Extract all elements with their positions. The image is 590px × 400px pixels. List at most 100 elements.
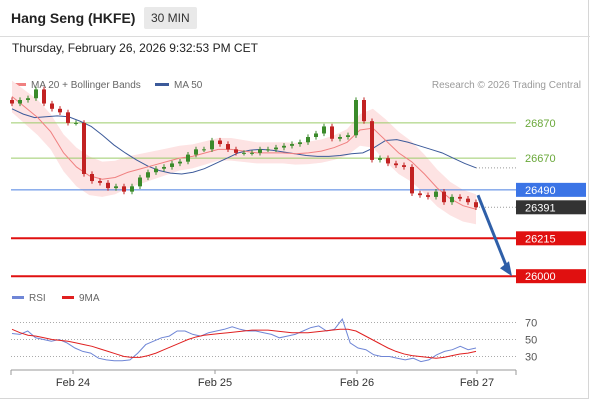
candle-body xyxy=(226,144,230,150)
candle xyxy=(442,188,446,205)
level-tag-bg xyxy=(516,231,586,246)
last-price-label: 26391 xyxy=(525,202,556,214)
level-label-26870: 26870 xyxy=(525,118,556,130)
symbol-title: Hang Seng (HKFE) xyxy=(11,10,136,26)
rsi-line xyxy=(11,318,477,363)
candle-body xyxy=(90,174,94,182)
candle xyxy=(394,160,398,168)
candle xyxy=(202,146,206,152)
legend-rsi: RSI xyxy=(12,293,46,304)
candle-body xyxy=(346,135,350,137)
candle-body xyxy=(410,166,414,194)
candle xyxy=(154,166,158,175)
candle xyxy=(434,188,438,200)
candle-body xyxy=(338,137,342,139)
candle-body xyxy=(186,154,190,162)
candle xyxy=(322,123,326,137)
candle-body xyxy=(106,182,110,189)
candle-body xyxy=(434,191,438,197)
datetime-label: Thursday, February 26, 2026 9:32:53 PM C… xyxy=(12,41,258,55)
candle-body xyxy=(210,140,214,150)
candle-body xyxy=(130,186,134,192)
rsi-tick-label: 70 xyxy=(525,318,537,330)
candle-body xyxy=(66,112,70,123)
candle-body xyxy=(178,161,182,164)
candle xyxy=(346,132,350,140)
candle-body xyxy=(394,163,398,166)
candle xyxy=(474,199,478,210)
candle xyxy=(378,155,382,163)
candle-body xyxy=(154,168,158,173)
candle-body xyxy=(10,100,14,104)
header-divider xyxy=(0,36,590,37)
candle xyxy=(74,120,78,126)
candle-body xyxy=(170,163,174,167)
candle-body xyxy=(258,149,262,153)
candle xyxy=(50,100,54,112)
candle xyxy=(98,178,102,186)
candle-body xyxy=(298,142,302,145)
candle xyxy=(82,120,86,177)
level-lines xyxy=(11,122,516,278)
candle xyxy=(426,192,430,200)
candle-body xyxy=(290,144,294,146)
x-tick-label: Feb 26 xyxy=(340,377,374,389)
candle-body xyxy=(314,133,318,137)
legend-ma50: MA 50 xyxy=(155,80,202,91)
candle xyxy=(234,146,238,156)
candle xyxy=(354,97,358,138)
candle xyxy=(194,146,198,158)
candle-body xyxy=(50,103,54,109)
candle-body xyxy=(138,177,142,187)
candle-body xyxy=(42,89,46,104)
candle-body xyxy=(194,149,198,155)
candle xyxy=(138,174,142,189)
rsi-panel: 70 50 30 xyxy=(11,318,537,364)
candle-body xyxy=(426,195,430,197)
level-tags: 26870 26670 26490 26215 26000 26391 xyxy=(516,118,586,284)
candle xyxy=(258,146,262,156)
candle xyxy=(330,123,334,142)
candle-body xyxy=(98,181,102,183)
candle xyxy=(250,150,254,156)
candle-body xyxy=(450,196,454,203)
candle-body xyxy=(274,147,278,150)
legend-9ma-label: 9MA xyxy=(79,293,100,304)
candle-body xyxy=(34,89,38,99)
candle-body xyxy=(234,149,238,153)
candle xyxy=(170,160,174,170)
candle xyxy=(306,134,310,145)
candle xyxy=(58,106,62,115)
candle xyxy=(370,118,374,163)
x-tick-label: Feb 27 xyxy=(460,377,494,389)
candle-body xyxy=(466,198,470,203)
timeframe-button[interactable]: 30 MIN xyxy=(144,7,197,29)
level-label-26490: 26490 xyxy=(525,185,556,197)
candle-body xyxy=(282,145,286,148)
candle-body xyxy=(266,149,270,151)
candle-body xyxy=(322,126,326,134)
candle xyxy=(186,151,190,165)
candle-body xyxy=(474,202,478,208)
legend-9ma: 9MA xyxy=(62,293,100,304)
legend-rsi-label: RSI xyxy=(29,293,46,304)
candle xyxy=(178,159,182,167)
x-tick-label: Feb 25 xyxy=(198,377,232,389)
candle-body xyxy=(378,158,382,160)
candle xyxy=(90,171,94,184)
candles xyxy=(10,86,478,210)
rsi-ma-line xyxy=(11,328,477,359)
candle xyxy=(386,155,390,167)
x-axis: Feb 24 Feb 25 Feb 26 Feb 27 xyxy=(10,369,517,389)
candle xyxy=(106,180,110,191)
arrow-shaft xyxy=(476,194,510,271)
legend-ma50-label: MA 50 xyxy=(174,80,203,91)
candle-body xyxy=(354,100,358,136)
header: Hang Seng (HKFE) 30 MIN xyxy=(0,0,590,36)
candle-body xyxy=(250,152,254,154)
candle xyxy=(218,137,222,147)
candle xyxy=(274,144,278,152)
candle xyxy=(226,141,230,152)
projection-arrow xyxy=(476,194,512,277)
